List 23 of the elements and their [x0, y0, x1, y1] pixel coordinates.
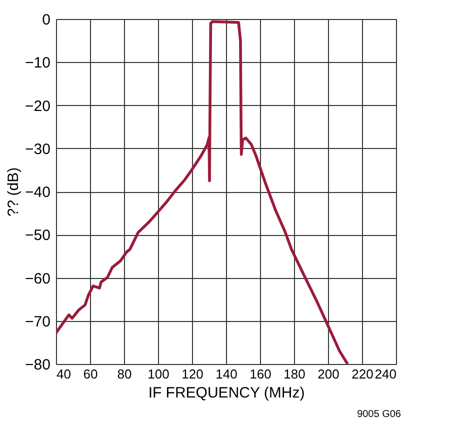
x-axis-title: IF FREQUENCY (MHz) — [148, 384, 305, 402]
x-tick-label: 100 — [148, 366, 170, 382]
x-tick-label: 120 — [182, 366, 204, 382]
y-tick-label: −60 — [25, 270, 50, 288]
y-tick-label: −40 — [25, 184, 50, 201]
y-tick-label: −50 — [25, 227, 50, 244]
x-tick-label: 40 — [56, 366, 71, 382]
y-tick-label: −10 — [25, 54, 50, 72]
y-axis-title: ?? (dB) — [5, 167, 22, 217]
x-tick-label: 200 — [318, 366, 340, 382]
x-tick-label: 240 — [374, 366, 396, 382]
x-tick-label: 220 — [352, 366, 374, 382]
y-tick-label: 0 — [42, 12, 50, 28]
x-tick-label: 180 — [284, 366, 306, 382]
x-tick-label: 80 — [117, 366, 132, 382]
x-tick-label: 160 — [250, 366, 272, 382]
y-tick-label: −30 — [25, 140, 50, 158]
x-tick-label: 140 — [216, 366, 238, 382]
y-tick-label: −20 — [25, 98, 50, 115]
y-tick-label: −70 — [25, 313, 50, 330]
text: 9005 G06 — [357, 409, 402, 420]
x-tick-label: 60 — [83, 366, 98, 382]
y-tick-label: −80 — [25, 356, 50, 374]
